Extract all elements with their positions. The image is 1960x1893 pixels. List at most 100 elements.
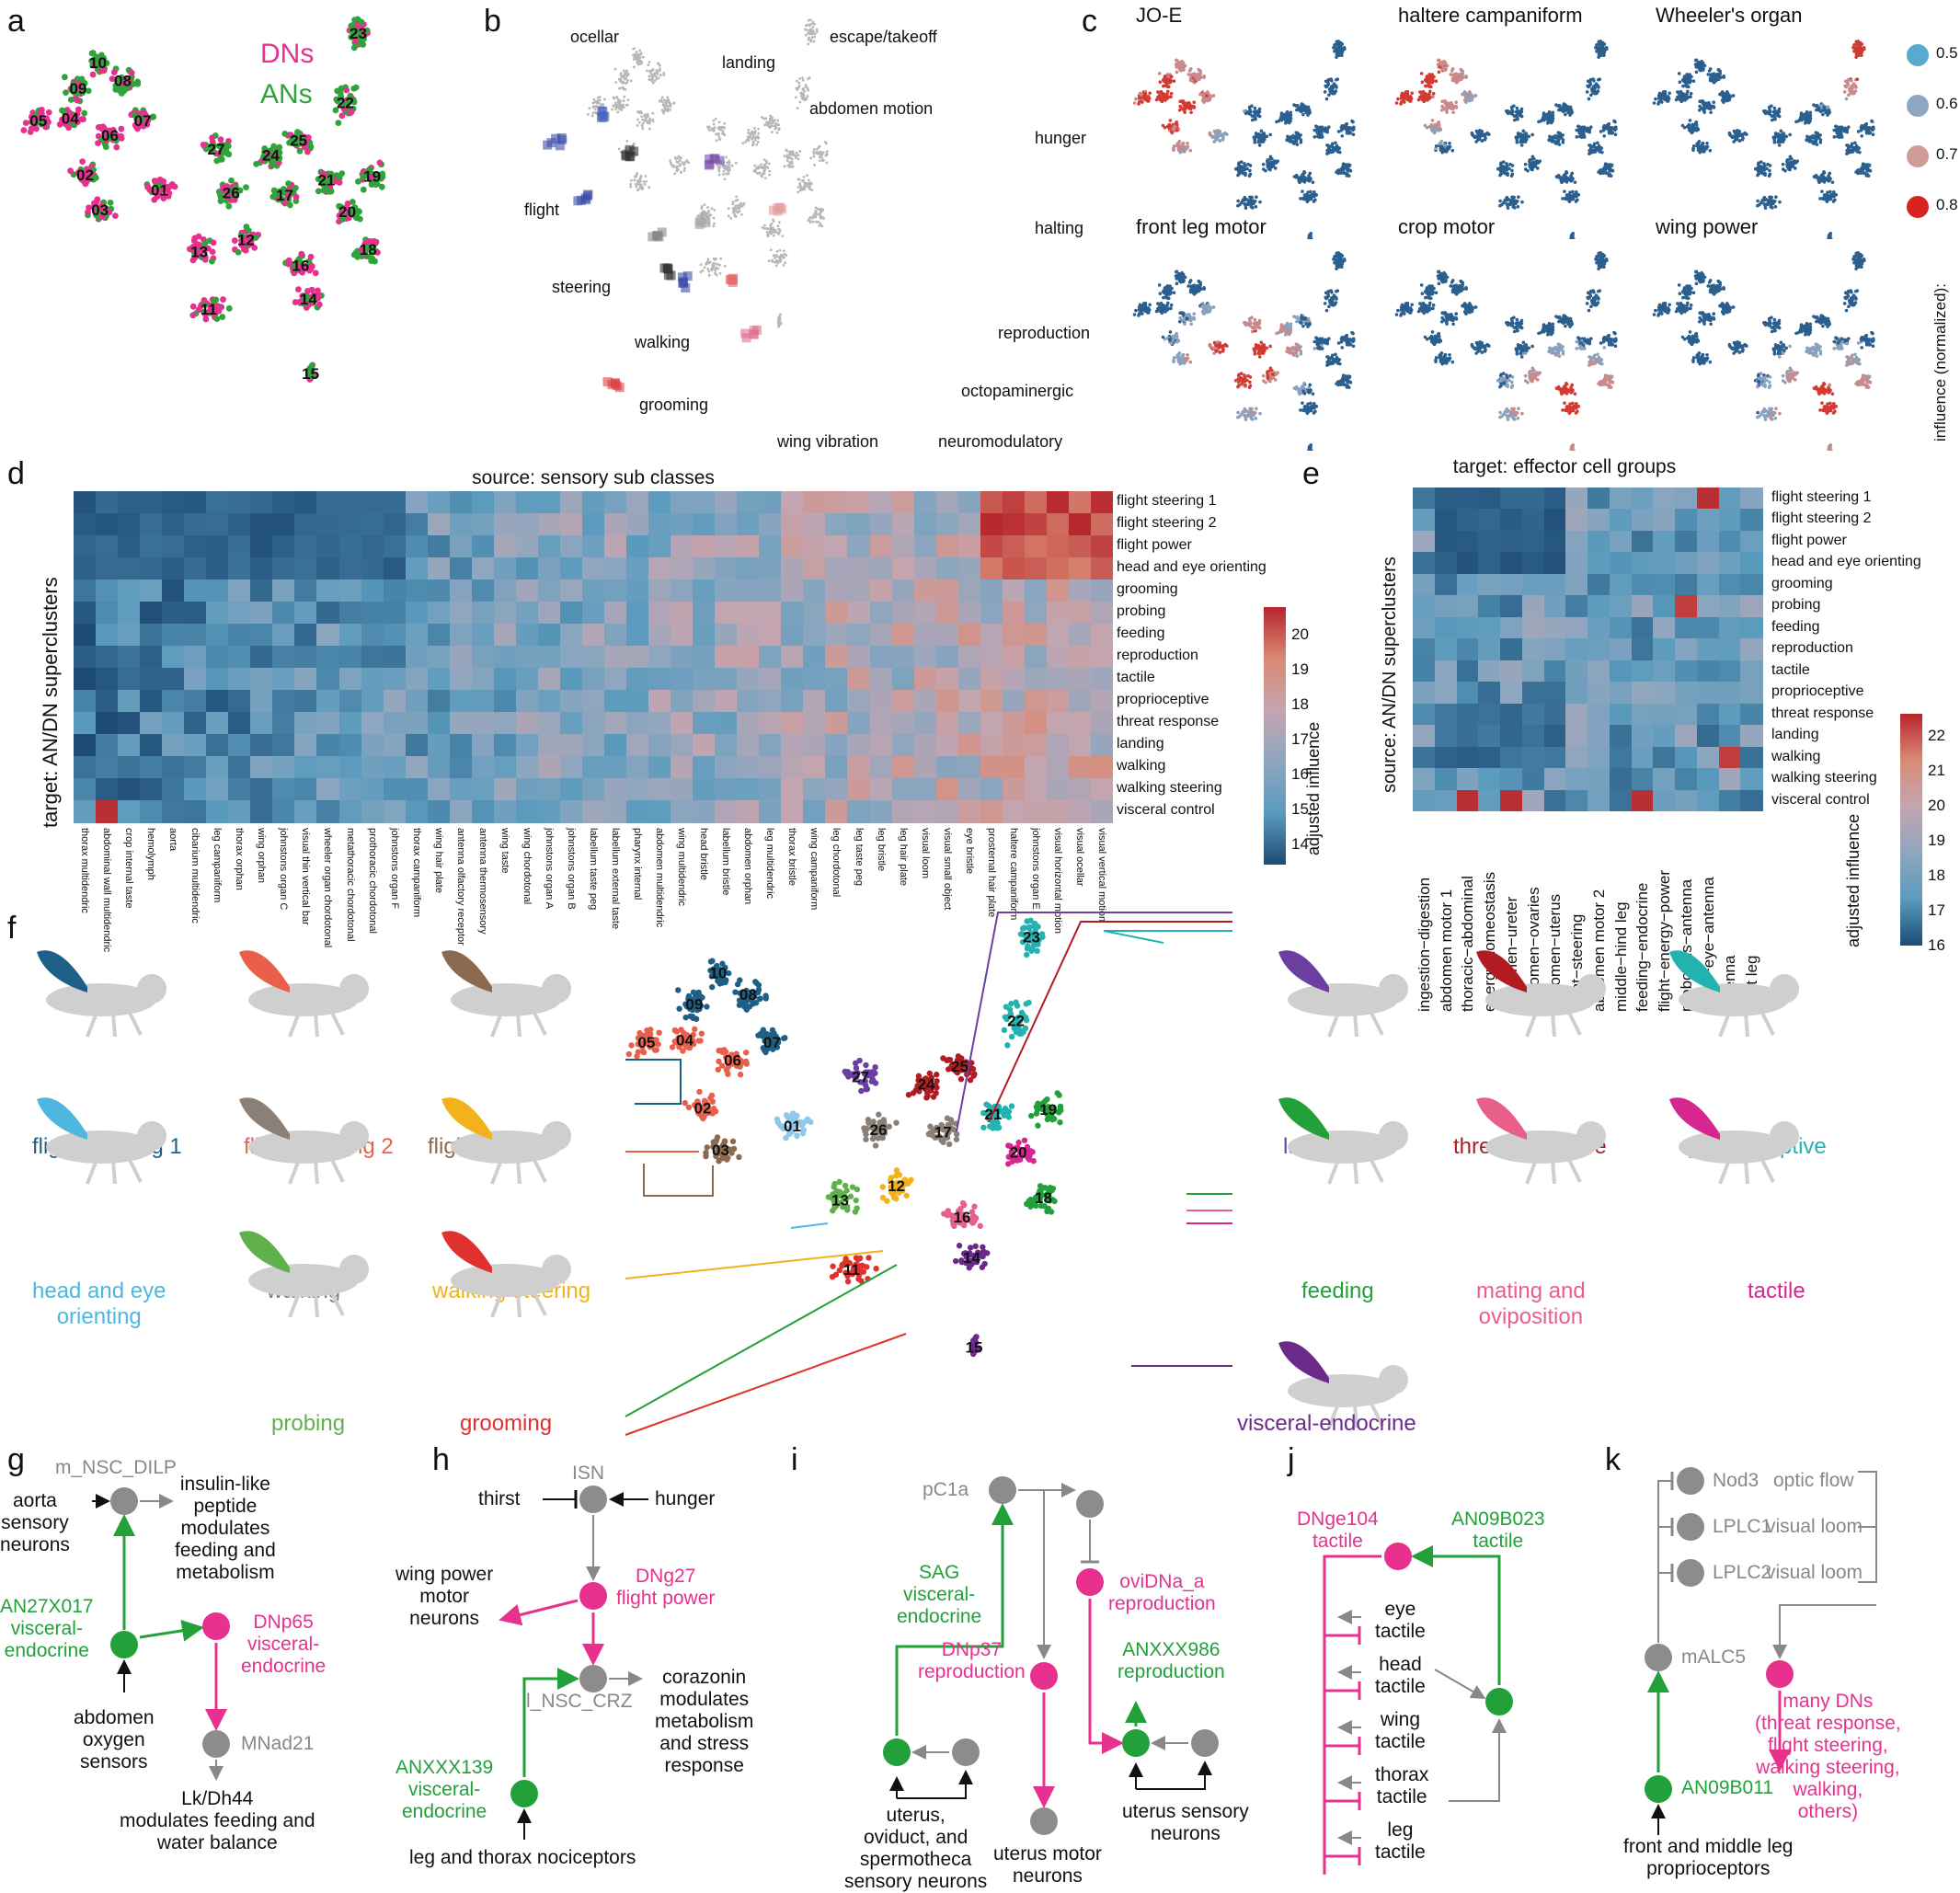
umap-point (707, 258, 710, 260)
umap-point (699, 270, 702, 273)
umap-point (674, 156, 677, 159)
umap-point (722, 173, 725, 176)
umap-point (1258, 143, 1262, 147)
umap-point (676, 169, 679, 172)
umap-point (1424, 95, 1427, 98)
umap-point (118, 133, 124, 140)
cluster-label: 11 (201, 301, 217, 318)
umap-point (1860, 134, 1863, 138)
umap-point (659, 74, 662, 76)
umap-point (1262, 163, 1266, 166)
umap-point (1566, 110, 1570, 114)
umap-point (620, 74, 623, 76)
umap-point (1812, 103, 1816, 107)
cluster-label: 24 (262, 147, 280, 165)
umap-point (1244, 168, 1247, 172)
umap-point (786, 165, 789, 167)
umap-point (1236, 200, 1240, 203)
umap-point (778, 317, 781, 320)
umap-point (1199, 75, 1203, 79)
umap-point (641, 125, 644, 128)
umap-point (1343, 124, 1347, 128)
umap-point (1327, 93, 1331, 97)
cluster-label: 27 (208, 141, 225, 158)
umap-point (1821, 113, 1825, 117)
umap-point (591, 115, 594, 118)
umap-point (1292, 142, 1296, 145)
umap-point (645, 175, 648, 178)
umap-point (1756, 174, 1759, 178)
umap-point (1435, 124, 1438, 128)
umap-point (1768, 169, 1771, 173)
umap-point (1308, 235, 1312, 238)
umap-point (1352, 132, 1356, 136)
umap-point (1289, 110, 1293, 114)
umap-point (723, 122, 726, 125)
umap-point (808, 23, 811, 26)
umap-point (763, 227, 766, 230)
umap-point (1735, 132, 1738, 136)
umap-point (1817, 180, 1821, 184)
umap-point (784, 261, 786, 264)
umap-point (747, 129, 750, 132)
umap-point (95, 140, 101, 146)
umap-point (808, 37, 810, 40)
umap-point (90, 72, 97, 78)
umap-point (719, 272, 722, 275)
umap-point (634, 178, 636, 181)
umap-point (738, 204, 740, 207)
umap-point (1530, 133, 1534, 137)
umap-point (776, 261, 779, 264)
umap-point (673, 165, 676, 167)
umap-point (798, 150, 801, 153)
behavior-marker (659, 263, 669, 272)
umap-point (1207, 92, 1210, 96)
umap-point (768, 232, 771, 235)
umap-point (1788, 168, 1792, 172)
umap-point (1405, 92, 1409, 96)
umap-point (617, 98, 620, 101)
umap-point (1188, 149, 1192, 153)
umap-point (790, 161, 793, 164)
umap-point (1249, 164, 1253, 167)
behavior-marker (543, 141, 552, 150)
umap-point (219, 314, 225, 320)
umap-point (1501, 166, 1505, 169)
umap-point (588, 107, 590, 109)
umap-point (797, 154, 800, 156)
umap-point (807, 95, 809, 98)
behavior-label: walking (635, 333, 690, 352)
umap-point (1266, 160, 1269, 164)
umap-point (700, 263, 703, 266)
umap-point (1606, 163, 1610, 166)
umap-point (640, 175, 643, 178)
umap-point (735, 162, 738, 165)
umap-point (1498, 174, 1502, 178)
umap-point (753, 127, 756, 130)
umap-point (807, 87, 809, 90)
umap-point (1604, 166, 1608, 170)
umap-point (1771, 206, 1774, 210)
umap-point (679, 164, 682, 166)
umap-point (1253, 137, 1256, 141)
umap-point (1163, 75, 1166, 79)
umap-point (815, 213, 818, 216)
umap-point (752, 141, 755, 143)
umap-point (663, 107, 666, 109)
umap-point (799, 184, 802, 187)
umap-point (652, 68, 655, 71)
umap-point (357, 216, 363, 223)
umap-point (773, 254, 775, 257)
umap-point (1809, 117, 1813, 120)
umap-point (1303, 180, 1307, 184)
umap-point (1337, 130, 1341, 133)
umap-point (811, 36, 814, 39)
umap-point (774, 230, 776, 233)
umap-point (79, 158, 86, 165)
umap-point (1851, 86, 1854, 90)
umap-point (190, 304, 197, 310)
umap-point (669, 159, 671, 162)
umap-point (819, 159, 821, 162)
umap-point (783, 155, 785, 157)
umap-point (633, 65, 636, 68)
